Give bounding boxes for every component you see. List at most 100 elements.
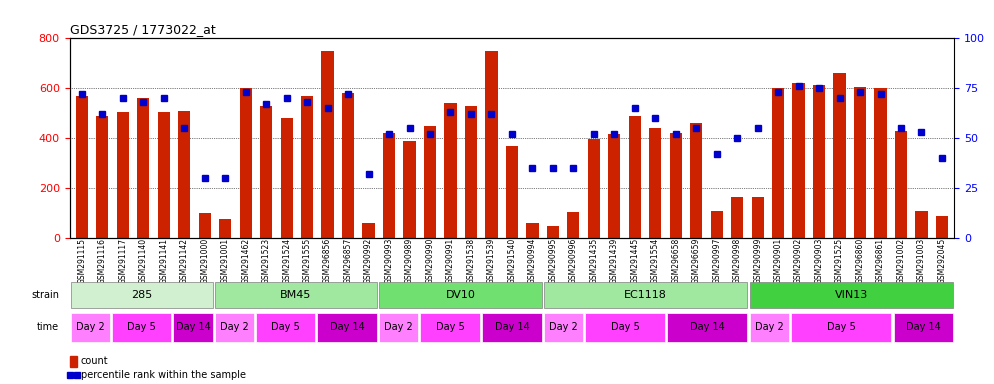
FancyBboxPatch shape (215, 313, 253, 342)
Text: GSM291540: GSM291540 (507, 238, 517, 284)
Bar (363, 223, 375, 238)
Bar (587, 139, 600, 238)
Text: GSM290999: GSM290999 (753, 238, 762, 285)
Bar (219, 219, 232, 238)
FancyBboxPatch shape (71, 282, 213, 308)
Text: GSM291142: GSM291142 (180, 238, 189, 284)
Text: GSM296857: GSM296857 (344, 238, 353, 284)
Text: GSM290903: GSM290903 (815, 238, 824, 285)
Text: Day 5: Day 5 (127, 322, 156, 333)
Bar (158, 112, 170, 238)
Bar (568, 212, 580, 238)
Text: GSM291524: GSM291524 (282, 238, 291, 284)
Bar (608, 134, 620, 238)
Text: Day 2: Day 2 (76, 322, 104, 333)
Bar (751, 197, 763, 238)
Text: GSM291001: GSM291001 (221, 238, 230, 284)
Bar (813, 84, 825, 238)
Text: GSM296860: GSM296860 (856, 238, 865, 284)
Bar (711, 210, 723, 238)
Text: percentile rank within the sample: percentile rank within the sample (81, 370, 246, 380)
Text: Day 5: Day 5 (610, 322, 639, 333)
Bar (96, 116, 108, 238)
Text: Day 5: Day 5 (435, 322, 464, 333)
Bar (260, 106, 272, 238)
FancyBboxPatch shape (667, 313, 747, 342)
Text: time: time (37, 322, 60, 333)
Bar (915, 210, 927, 238)
Text: GSM290994: GSM290994 (528, 238, 537, 285)
Text: GSM296856: GSM296856 (323, 238, 332, 284)
FancyBboxPatch shape (749, 313, 788, 342)
Text: Day 2: Day 2 (385, 322, 414, 333)
Bar (404, 141, 415, 238)
Text: strain: strain (31, 290, 60, 300)
Text: GSM292045: GSM292045 (937, 238, 946, 284)
Text: BM45: BM45 (280, 290, 311, 300)
Text: Day 14: Day 14 (330, 322, 365, 333)
Bar (854, 87, 866, 238)
Text: GDS3725 / 1773022_at: GDS3725 / 1773022_at (70, 23, 216, 36)
Bar (772, 88, 784, 238)
Text: GSM291555: GSM291555 (302, 238, 312, 284)
Text: GSM290902: GSM290902 (794, 238, 803, 284)
Bar (526, 223, 539, 238)
Text: GSM290996: GSM290996 (569, 238, 578, 285)
Text: GSM296658: GSM296658 (671, 238, 680, 284)
FancyBboxPatch shape (482, 313, 542, 342)
Text: GSM291140: GSM291140 (139, 238, 148, 284)
Text: GSM291525: GSM291525 (835, 238, 844, 284)
Text: GSM291141: GSM291141 (159, 238, 168, 284)
Bar (76, 96, 88, 238)
FancyBboxPatch shape (215, 282, 377, 308)
FancyBboxPatch shape (584, 313, 665, 342)
FancyBboxPatch shape (894, 313, 953, 342)
Text: Day 2: Day 2 (220, 322, 248, 333)
Bar (731, 197, 744, 238)
Bar (875, 88, 887, 238)
Text: Day 5: Day 5 (827, 322, 856, 333)
Text: Day 14: Day 14 (176, 322, 211, 333)
Bar (670, 133, 682, 238)
Text: GSM296861: GSM296861 (876, 238, 885, 284)
Text: GSM291523: GSM291523 (261, 238, 270, 284)
FancyBboxPatch shape (544, 313, 582, 342)
Bar (628, 116, 641, 238)
Text: GSM290992: GSM290992 (364, 238, 373, 284)
FancyBboxPatch shape (380, 313, 418, 342)
Bar (137, 98, 149, 238)
Text: Day 2: Day 2 (549, 322, 578, 333)
Text: GSM296659: GSM296659 (692, 238, 701, 285)
Bar (199, 213, 211, 238)
Bar (833, 73, 846, 238)
Bar (547, 226, 559, 238)
Text: GSM291116: GSM291116 (97, 238, 106, 284)
Text: GSM290998: GSM290998 (733, 238, 742, 284)
FancyBboxPatch shape (111, 313, 171, 342)
Bar (935, 216, 948, 238)
Text: GSM290990: GSM290990 (425, 238, 434, 285)
FancyBboxPatch shape (749, 282, 953, 308)
Bar (444, 103, 456, 238)
Text: GSM291554: GSM291554 (651, 238, 660, 284)
FancyBboxPatch shape (790, 313, 892, 342)
Text: Day 2: Day 2 (754, 322, 783, 333)
Bar (649, 128, 661, 238)
Bar (465, 106, 477, 238)
Text: Day 14: Day 14 (906, 322, 940, 333)
Bar (70, 356, 78, 367)
Bar (506, 146, 518, 238)
Text: GSM290997: GSM290997 (712, 238, 722, 285)
Bar (342, 93, 354, 238)
Text: GSM291539: GSM291539 (487, 238, 496, 284)
Bar (116, 112, 129, 238)
Bar (321, 51, 334, 238)
Text: GSM291462: GSM291462 (242, 238, 250, 284)
Text: GSM290995: GSM290995 (549, 238, 558, 285)
Text: EC1118: EC1118 (624, 290, 667, 300)
Bar (280, 118, 293, 238)
Text: Day 5: Day 5 (271, 322, 300, 333)
Bar (178, 111, 191, 238)
Text: GSM291002: GSM291002 (897, 238, 906, 284)
Text: Day 14: Day 14 (690, 322, 725, 333)
